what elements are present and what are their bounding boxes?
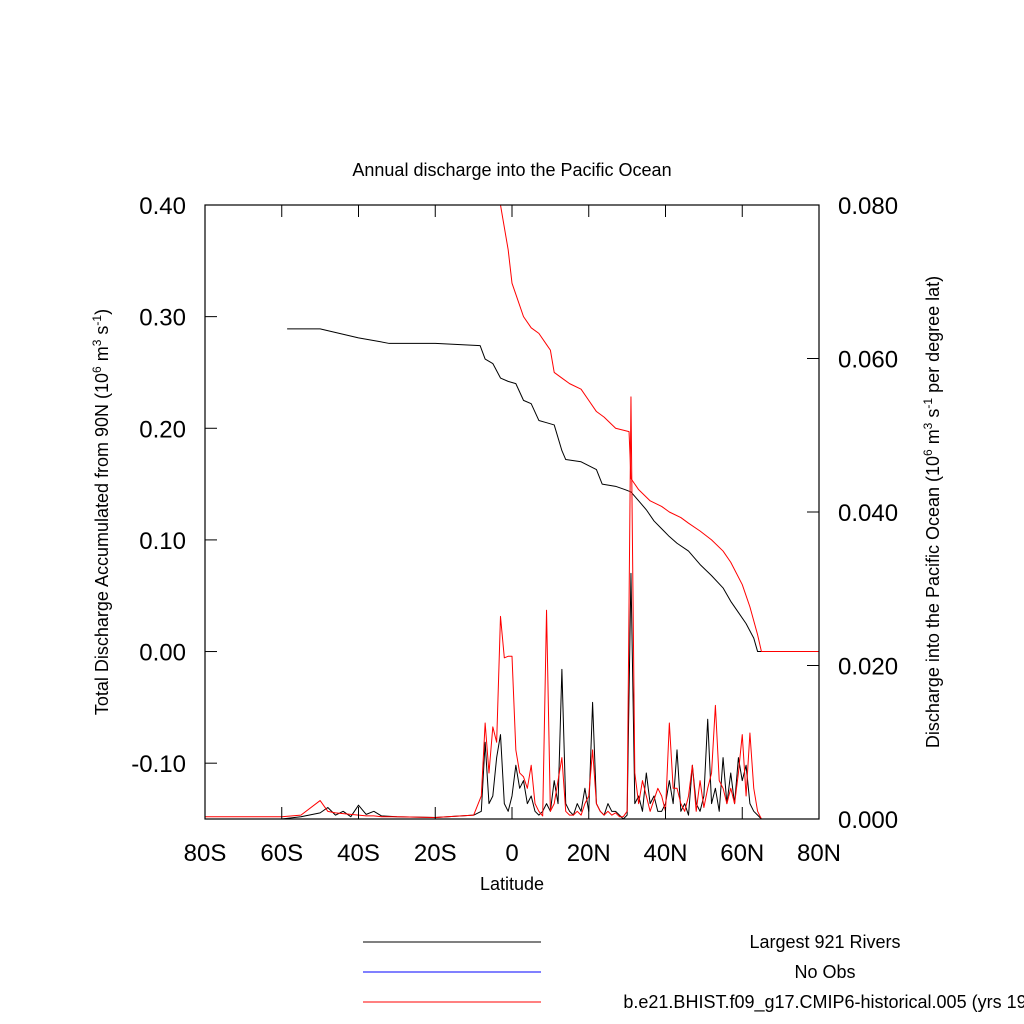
axis-label-part: -1 — [921, 398, 935, 409]
y-tick-label: 0.00 — [139, 640, 186, 667]
axis-label-part: per degree lat) — [923, 276, 943, 398]
x-tick-label: 80N — [797, 840, 841, 867]
x-tick-label: 60N — [720, 840, 764, 867]
legend-label: No Obs — [794, 962, 855, 982]
y-tick-label: -0.10 — [131, 751, 186, 778]
axis-label-part: 6 — [921, 449, 935, 456]
y-tick-label: 0.20 — [139, 416, 186, 443]
x-tick-label: 60S — [260, 840, 303, 867]
x-tick-label: 0 — [505, 840, 518, 867]
axis-label-part: 3 — [921, 422, 935, 429]
y2-tick-label: 0.060 — [838, 347, 898, 374]
axis-label-part: Total Discharge Accumulated from 90N (10 — [92, 373, 112, 715]
y2-tick-label: 0.080 — [838, 193, 898, 220]
axis-label-part: Discharge into the Pacific Ocean (10 — [923, 456, 943, 748]
y2-tick-label: 0.040 — [838, 500, 898, 527]
data-line — [205, 572, 819, 819]
y-tick-label: 0.30 — [139, 305, 186, 332]
x-tick-label: 20S — [414, 840, 457, 867]
x-tick-label: 40S — [337, 840, 380, 867]
y-axis-label: Total Discharge Accumulated from 90N (10… — [90, 309, 112, 715]
data-line — [287, 328, 819, 653]
x-tick-label: 20N — [567, 840, 611, 867]
axis-label-part: s — [92, 326, 112, 340]
axis-label-part: 6 — [90, 366, 104, 373]
y2-tick-label: 0.020 — [838, 654, 898, 681]
axis-label-part: ) — [92, 309, 112, 315]
y2-tick-label: 0.000 — [838, 807, 898, 834]
x-tick-label: 80S — [184, 840, 227, 867]
axis-label-part: m — [92, 346, 112, 366]
axis-label-part: -1 — [90, 315, 104, 326]
data-line — [499, 205, 819, 653]
y-tick-label: 0.10 — [139, 528, 186, 555]
data-line — [205, 396, 819, 819]
chart-title: Annual discharge into the Pacific Ocean — [352, 160, 671, 180]
axis-label-part: s — [923, 409, 943, 423]
legend-label: b.e21.BHIST.f09_g17.CMIP6-historical.005… — [623, 992, 1024, 1013]
axes-frame — [204, 204, 820, 820]
x-tick-label: 40N — [643, 840, 687, 867]
plot-area — [205, 205, 819, 819]
legend-label: Largest 921 Rivers — [749, 932, 900, 952]
axis-label-part: 3 — [90, 339, 104, 346]
x-axis-label: Latitude — [480, 874, 544, 894]
y2-axis-label: Discharge into the Pacific Ocean (106 m3… — [921, 276, 943, 748]
axis-label-part: m — [923, 429, 943, 449]
y-tick-label: 0.40 — [139, 193, 186, 220]
